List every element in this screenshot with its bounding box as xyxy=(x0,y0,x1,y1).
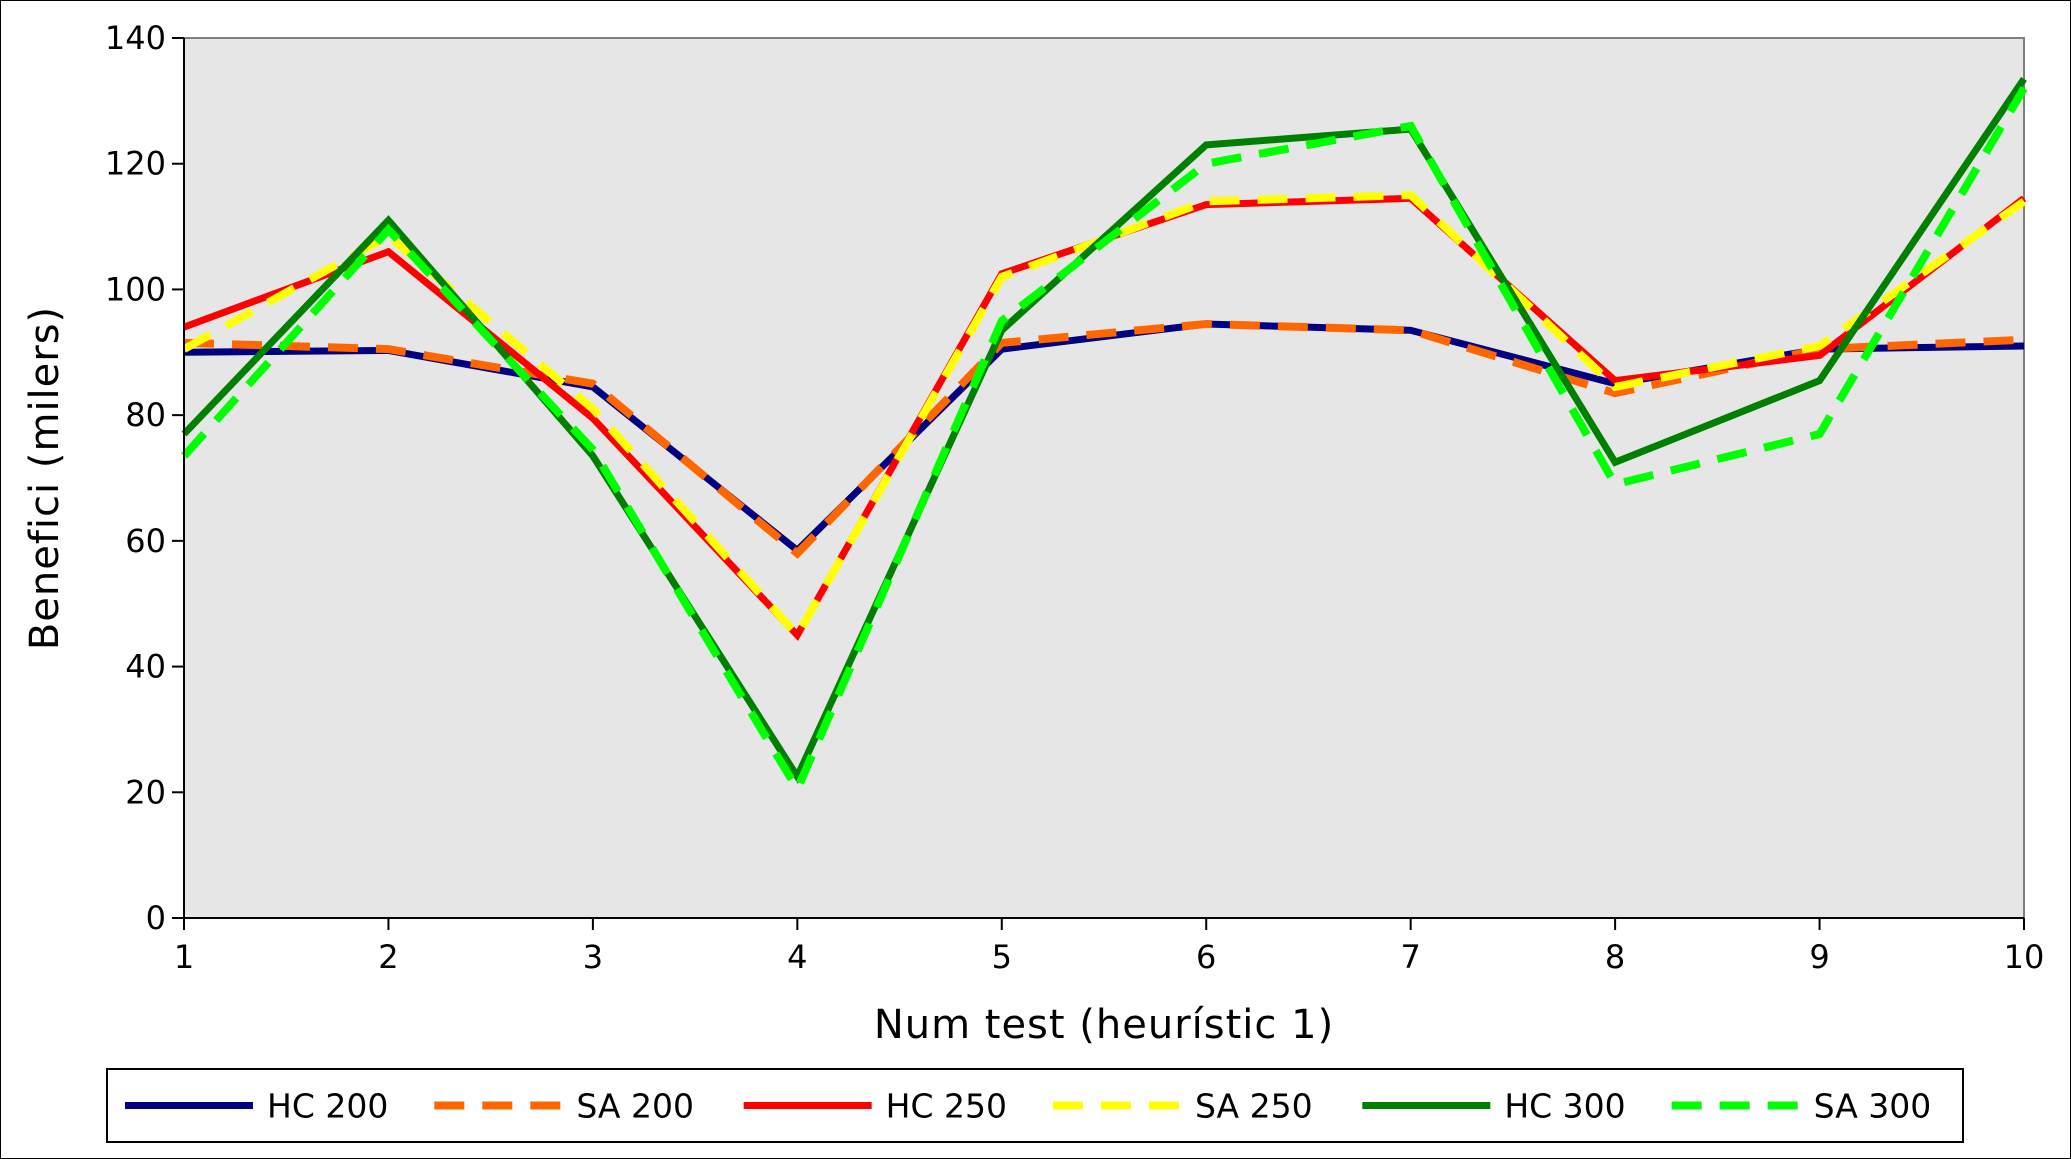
x-tick-label: 8 xyxy=(1605,938,1625,976)
series-line-sa-250 xyxy=(182,191,2027,642)
legend-label: HC 200 xyxy=(267,1087,388,1126)
x-tick-label: 3 xyxy=(583,938,603,976)
legend-label: SA 250 xyxy=(1195,1087,1313,1126)
y-tick-label: 100 xyxy=(105,270,166,308)
x-tick-label: 9 xyxy=(1809,938,1829,976)
legend-label: HC 300 xyxy=(1504,1087,1625,1126)
y-tick-label: 140 xyxy=(105,19,166,57)
plot-area xyxy=(183,37,2025,919)
y-tick-label: 40 xyxy=(125,648,166,686)
legend-label: HC 250 xyxy=(886,1087,1007,1126)
x-tick-label: 7 xyxy=(1400,938,1420,976)
x-tick-label: 2 xyxy=(378,938,398,976)
x-tick-label: 10 xyxy=(2004,938,2045,976)
y-tick-label: 120 xyxy=(105,145,166,183)
axes-layer: 0 20 40 60 80 100 120 140 1 2 3 4 5 6 7 8 9 10 xyxy=(105,19,2044,976)
x-tick-label: 4 xyxy=(787,938,807,976)
x-tick-label: 5 xyxy=(992,938,1012,976)
legend: HC 200 SA 200 HC 250 SA 250 HC 300 SA 300 xyxy=(106,1068,1964,1143)
y-tick-label: 60 xyxy=(125,522,166,560)
series-layer xyxy=(181,76,2028,798)
x-tick-label: 6 xyxy=(1196,938,1216,976)
legend-label: SA 300 xyxy=(1814,1087,1932,1126)
series-line-sa-300 xyxy=(181,86,2028,798)
y-axis-title: Benefici (milers) xyxy=(22,306,68,650)
y-tick-label: 0 xyxy=(146,899,166,937)
legend-label: SA 200 xyxy=(576,1087,694,1126)
legend-box xyxy=(106,1068,1964,1143)
y-tick-label: 80 xyxy=(125,396,166,434)
x-axis-title: Num test (heurístic 1) xyxy=(874,1002,1334,1048)
y-tick-label: 20 xyxy=(125,773,166,811)
x-tick-label: 1 xyxy=(174,938,194,976)
